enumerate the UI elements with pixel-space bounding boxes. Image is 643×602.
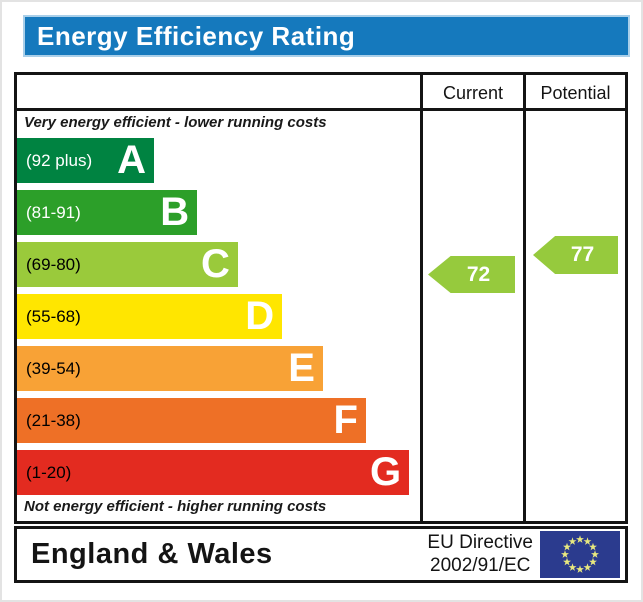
potential-rating-value: 77 (570, 243, 595, 266)
page-title: Energy Efficiency Rating (37, 20, 356, 51)
band-row-c: (69-80) C (17, 242, 420, 287)
band-letter: D (245, 294, 275, 338)
band-range-label: (55-68) (26, 306, 81, 326)
eu-directive-text: EU Directive 2002/91/EC (427, 532, 533, 577)
eu-flag-icon (540, 531, 620, 578)
band-letter: E (288, 346, 315, 390)
band-letter: G (369, 450, 402, 494)
band-range-label: (39-54) (26, 358, 81, 378)
footer-right: EU Directive 2002/91/EC (427, 531, 625, 578)
band-bar-a: (92 plus) A (17, 138, 155, 183)
current-rating-value: 72 (466, 262, 491, 286)
band-row-e: (39-54) E (17, 346, 420, 391)
column-header-current: Current (442, 82, 504, 103)
band-row-b: (81-91) B (17, 190, 420, 235)
potential-rating-arrow: 77 (533, 236, 618, 274)
current-rating-arrow: 72 (428, 256, 515, 293)
title-bar: Energy Efficiency Rating (23, 15, 630, 57)
band-row-d: (55-68) D (17, 294, 420, 339)
band-letter: A (117, 138, 147, 182)
energy-rating-chart: Current Potential Very energy efficient … (14, 72, 628, 524)
potential-column-divider (523, 75, 526, 521)
band-range-label: (92 plus) (26, 150, 93, 170)
band-bar-b: (81-91) B (17, 190, 198, 235)
band-range-label: (1-20) (26, 462, 72, 482)
band-range-label: (69-80) (26, 254, 81, 274)
bottom-note: Not energy efficient - higher running co… (24, 498, 327, 515)
header-divider (17, 108, 625, 111)
band-bar-f: (21-38) F (17, 398, 366, 443)
top-note: Very energy efficient - lower running co… (24, 114, 327, 131)
footer: England & Wales EU Directive 2002/91/EC (14, 526, 628, 583)
eu-directive-line1: EU Directive (427, 532, 533, 554)
region-title: England & Wales (31, 538, 273, 570)
band-bar-c: (69-80) C (17, 242, 238, 287)
eu-flag-stars (561, 535, 599, 573)
band-bar-e: (39-54) E (17, 346, 323, 391)
band-bar-d: (55-68) D (17, 294, 283, 339)
band-range-label: (81-91) (26, 202, 81, 222)
band-row-f: (21-38) F (17, 398, 420, 443)
band-row-a: (92 plus) A (17, 138, 420, 183)
band-letter: C (200, 242, 230, 286)
column-header-potential: Potential (540, 82, 611, 103)
band-letter: B (160, 190, 190, 234)
band-row-g: (1-20) G (17, 450, 420, 495)
band-letter: F (333, 398, 358, 442)
band-range-label: (21-38) (26, 410, 81, 430)
current-column-divider (420, 75, 423, 521)
eu-directive-line2: 2002/91/EC (430, 554, 531, 576)
band-bar-g: (1-20) G (17, 450, 410, 495)
